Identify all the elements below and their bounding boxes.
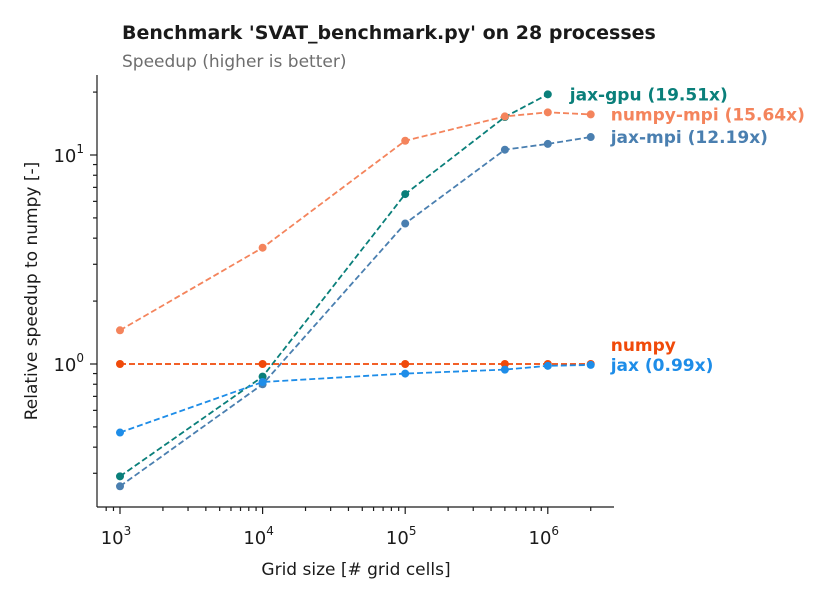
data-point — [500, 360, 509, 368]
data-point — [258, 360, 267, 368]
data-point — [116, 482, 124, 491]
data-point — [500, 112, 509, 121]
series-2 — [116, 133, 595, 491]
data-point — [543, 139, 552, 148]
data-point — [401, 190, 410, 199]
x-tick-label: 106 — [529, 524, 560, 549]
data-point — [543, 108, 552, 117]
x-tick-label: 105 — [386, 524, 417, 549]
x-tick-label: 103 — [101, 524, 132, 549]
series-3 — [116, 360, 595, 368]
data-point — [586, 360, 595, 369]
series-4 — [116, 360, 595, 437]
x-tick-label-base: 10 — [101, 528, 124, 549]
y-axis-label: Relative speedup to numpy [-] — [22, 162, 42, 421]
x-tick-label-exponent: 6 — [551, 524, 559, 538]
series-label: jax (0.99x) — [610, 356, 714, 376]
data-point — [258, 243, 267, 252]
data-point — [116, 360, 124, 368]
x-tick-label-base: 10 — [529, 528, 552, 549]
x-tick-label-base: 10 — [386, 528, 409, 549]
y-tick-label: 100 — [53, 351, 84, 376]
series-label: jax-mpi (12.19x) — [610, 128, 768, 148]
series-line — [119, 111, 591, 332]
data-point — [116, 472, 124, 481]
series-1 — [116, 108, 595, 335]
data-point — [116, 326, 124, 335]
data-point — [116, 428, 124, 437]
x-tick-label-exponent: 5 — [409, 524, 417, 538]
series-0 — [116, 90, 552, 481]
data-point — [586, 133, 595, 142]
data-point — [401, 136, 410, 145]
data-point — [401, 369, 410, 378]
series-label: numpy-mpi (15.64x) — [611, 105, 805, 125]
data-point — [586, 110, 595, 119]
series-line — [119, 93, 549, 478]
chart-title: Benchmark 'SVAT_benchmark.py' on 28 proc… — [122, 22, 656, 44]
data-point — [401, 219, 410, 228]
y-tick-label: 101 — [53, 142, 84, 167]
chart-subtitle: Speedup (higher is better) — [122, 52, 346, 72]
data-point — [401, 360, 410, 368]
x-tick-label: 104 — [243, 524, 274, 549]
data-point — [500, 145, 509, 154]
y-tick-label-base: 10 — [53, 146, 76, 167]
x-tick-label-base: 10 — [243, 528, 266, 549]
series-line — [119, 136, 591, 488]
x-axis-label: Grid size [# grid cells] — [261, 560, 450, 580]
data-point — [258, 378, 267, 387]
series-label: numpy — [611, 336, 676, 356]
series-labels-layer: jax-gpu (19.51x)numpy-mpi (15.64x) jax-mp… — [569, 85, 805, 376]
series-layer — [116, 90, 595, 491]
series-line — [119, 364, 591, 434]
series-label: jax-gpu (19.51x) — [569, 85, 728, 105]
x-tick-label-exponent: 4 — [266, 524, 274, 538]
y-tick-label-exponent: 1 — [76, 142, 84, 156]
x-tick-label-exponent: 3 — [124, 524, 132, 538]
y-tick-label-exponent: 0 — [76, 351, 84, 365]
data-point — [500, 365, 509, 374]
y-tick-label-base: 10 — [53, 355, 76, 376]
data-point — [543, 361, 552, 370]
data-point — [543, 90, 552, 99]
